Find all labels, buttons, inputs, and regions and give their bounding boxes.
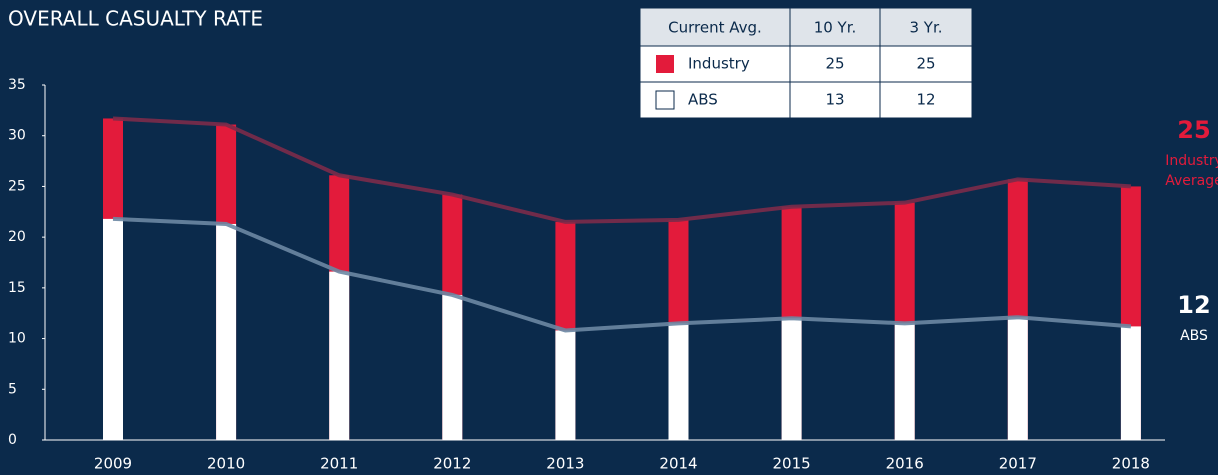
annotation-value: 25 — [1177, 116, 1210, 144]
y-tick-label: 25 — [8, 178, 26, 194]
table-cell: 25 — [916, 55, 935, 73]
y-tick-label: 20 — [8, 229, 26, 245]
legend-swatch — [656, 55, 674, 73]
x-tick-label: 2016 — [886, 455, 924, 473]
bar — [329, 271, 350, 440]
chart-title: OVERALL CASUALTY RATE — [8, 7, 263, 31]
table-cell: 12 — [916, 91, 935, 109]
annotation-label: Industry — [1165, 153, 1218, 169]
y-tick-label: 5 — [8, 381, 17, 397]
bar — [668, 323, 689, 440]
x-tick-label: 2010 — [207, 455, 245, 473]
trend-line — [112, 116, 1132, 224]
x-tick-label: 2014 — [659, 455, 697, 473]
table-header: 3 Yr. — [909, 19, 942, 37]
table-cell: 25 — [825, 55, 844, 73]
trend-line — [112, 216, 1132, 333]
x-tick-label: 2011 — [320, 455, 358, 473]
y-tick-label: 0 — [8, 432, 17, 448]
annotation-label: Average — [1165, 173, 1218, 189]
x-tick-label: 2018 — [1112, 455, 1150, 473]
y-tick-label: 30 — [8, 128, 26, 144]
bar — [1120, 326, 1141, 440]
table-cell: Industry — [688, 55, 750, 73]
x-tick-label: 2017 — [999, 455, 1037, 473]
y-tick-label: 15 — [8, 280, 26, 296]
bar — [1007, 317, 1028, 440]
bar — [442, 294, 463, 440]
table-header-bg — [640, 8, 972, 46]
bar — [894, 323, 915, 440]
table-cell: ABS — [688, 91, 718, 109]
bar — [216, 223, 237, 440]
table-header: 10 Yr. — [814, 19, 857, 37]
bar — [555, 330, 576, 440]
annotation-value: 12 — [1177, 291, 1210, 319]
x-tick-label: 2013 — [546, 455, 584, 473]
legend-swatch — [655, 90, 675, 110]
y-tick-label: 35 — [8, 77, 26, 93]
x-tick-label: 2009 — [94, 455, 132, 473]
table-cell: 13 — [825, 91, 844, 109]
bar — [103, 218, 123, 440]
x-tick-label: 2012 — [433, 455, 471, 473]
bar — [781, 318, 802, 440]
annotation-label: ABS — [1180, 328, 1208, 344]
y-tick-label: 10 — [8, 331, 26, 347]
table-header: Current Avg. — [668, 19, 762, 37]
x-tick-label: 2015 — [773, 455, 811, 473]
